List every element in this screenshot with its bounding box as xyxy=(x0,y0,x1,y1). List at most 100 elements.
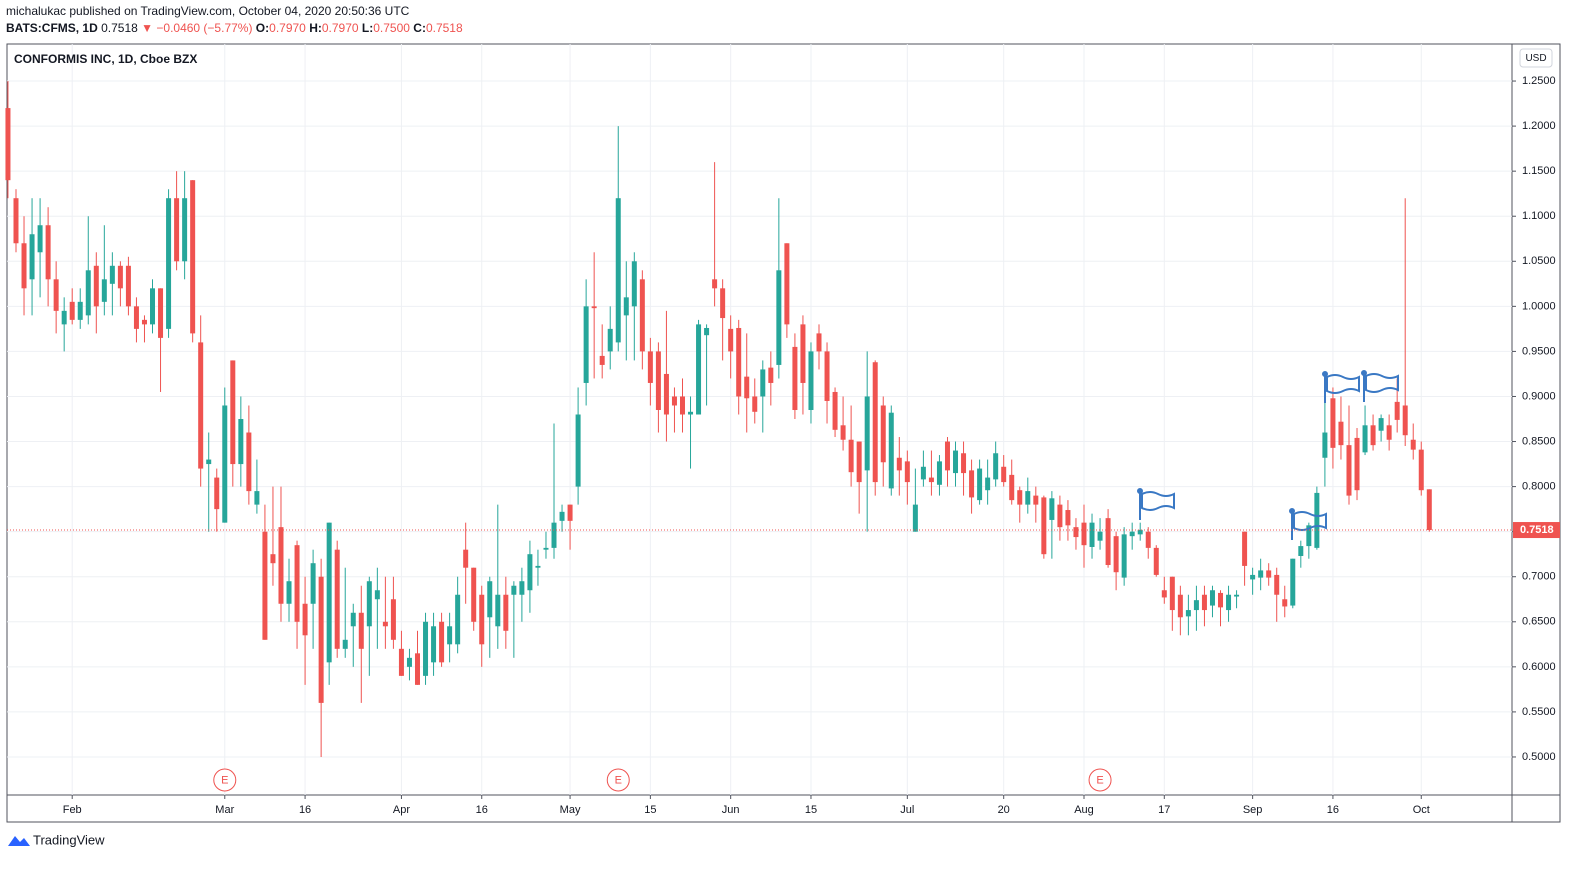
candle-body xyxy=(190,180,196,334)
candle-body xyxy=(720,288,726,319)
x-tick-label: Mar xyxy=(215,804,234,816)
candle-body xyxy=(101,279,107,302)
ohlc-label: C: xyxy=(413,21,426,35)
candle-body xyxy=(334,549,340,649)
candle-body xyxy=(824,351,830,401)
candle-body xyxy=(342,639,348,649)
candle-body xyxy=(45,225,51,280)
candle-body xyxy=(1258,570,1264,578)
candle-body xyxy=(61,310,67,325)
ohlc-label: O: xyxy=(256,21,269,35)
candle-body xyxy=(350,612,356,627)
candle-body xyxy=(206,459,212,465)
candle-body xyxy=(904,461,910,483)
candle-body xyxy=(1153,547,1159,575)
candle-body xyxy=(816,333,822,352)
candle-body xyxy=(888,412,894,489)
candle-body xyxy=(1097,531,1103,541)
candle-body xyxy=(679,396,685,415)
candle-body xyxy=(222,405,228,523)
candle-body xyxy=(1418,449,1424,491)
footer-logo: TradingView xyxy=(8,832,105,847)
candle-body xyxy=(655,351,661,410)
currency-button[interactable] xyxy=(1519,48,1553,68)
candle-body xyxy=(431,626,437,663)
candle-body xyxy=(583,306,589,383)
candle-body xyxy=(768,367,774,383)
candle-body xyxy=(270,554,276,564)
candle-body xyxy=(37,225,43,253)
candle-body xyxy=(174,198,180,262)
ohlc-label: L: xyxy=(362,21,373,35)
candle-body xyxy=(944,441,950,471)
candle-body xyxy=(1129,531,1135,537)
candle-body xyxy=(543,547,549,550)
candle-body xyxy=(1193,600,1199,611)
candle-body xyxy=(1057,504,1063,528)
candle-body xyxy=(21,243,27,289)
candle-body xyxy=(1001,466,1007,483)
candle-body xyxy=(262,531,268,640)
candle-body xyxy=(326,522,332,663)
change: ▼ −0.0460 (−5.77%) xyxy=(141,21,252,35)
candle-body xyxy=(977,468,983,501)
y-tick-label: 0.6000 xyxy=(1522,661,1556,673)
candle-body xyxy=(985,477,991,491)
candle-body xyxy=(575,414,581,487)
candle-body xyxy=(77,301,83,320)
candle-body xyxy=(953,450,959,474)
candle-body xyxy=(961,453,967,474)
candle-body xyxy=(800,324,806,383)
candle-body xyxy=(495,594,501,627)
candle-body xyxy=(688,411,694,415)
candle-body xyxy=(246,432,252,492)
y-tick-label: 0.8500 xyxy=(1522,435,1556,447)
ohlc-value: 0.7970 xyxy=(322,21,359,35)
x-tick-label: Jun xyxy=(722,804,740,816)
candle-body xyxy=(439,621,445,663)
candle-body xyxy=(928,477,934,483)
candle-body xyxy=(696,324,702,415)
x-tick-label: 15 xyxy=(805,804,817,816)
candle-body xyxy=(1378,418,1384,431)
candle-body xyxy=(1201,594,1207,611)
x-tick-label: 16 xyxy=(299,804,311,816)
chart-title: CONFORMIS INC, 1D, Cboe BZX xyxy=(14,52,197,66)
candle-body xyxy=(1394,401,1400,420)
candle-body xyxy=(406,657,412,667)
candle-body xyxy=(471,567,477,622)
candle-body xyxy=(382,621,388,627)
x-tick-label: 16 xyxy=(1327,804,1339,816)
candle-body xyxy=(1426,489,1432,531)
candle-body xyxy=(776,270,782,365)
candle-body xyxy=(1049,498,1055,520)
candle-body xyxy=(318,576,324,703)
y-tick-label: 0.9000 xyxy=(1522,390,1556,402)
candle-body xyxy=(1242,531,1248,566)
candle-body xyxy=(1410,439,1416,450)
candle-body xyxy=(1402,405,1408,436)
candle-body xyxy=(519,581,525,595)
candle-body xyxy=(463,549,469,568)
candle-body xyxy=(1322,432,1328,458)
candle-body xyxy=(1121,534,1127,578)
candle-body xyxy=(535,565,541,568)
candle-body xyxy=(93,265,99,307)
candle-body xyxy=(1362,425,1368,453)
candle-body xyxy=(230,360,236,465)
last-price-label: 0.7518 xyxy=(1520,524,1554,536)
candle-body xyxy=(993,453,999,480)
currency[interactable]: USD xyxy=(1525,53,1546,64)
candle-body xyxy=(969,470,975,498)
candle-body xyxy=(1041,497,1047,555)
x-tick-label: Oct xyxy=(1413,804,1430,816)
y-tick-label: 0.9500 xyxy=(1522,345,1556,357)
candle-body xyxy=(487,581,493,618)
candle-body xyxy=(1025,491,1031,505)
candle-body xyxy=(728,328,734,352)
y-tick-label: 1.1000 xyxy=(1522,210,1556,222)
candle-body xyxy=(551,522,557,548)
earnings-label: E xyxy=(615,774,622,786)
earnings-marker xyxy=(606,768,630,792)
